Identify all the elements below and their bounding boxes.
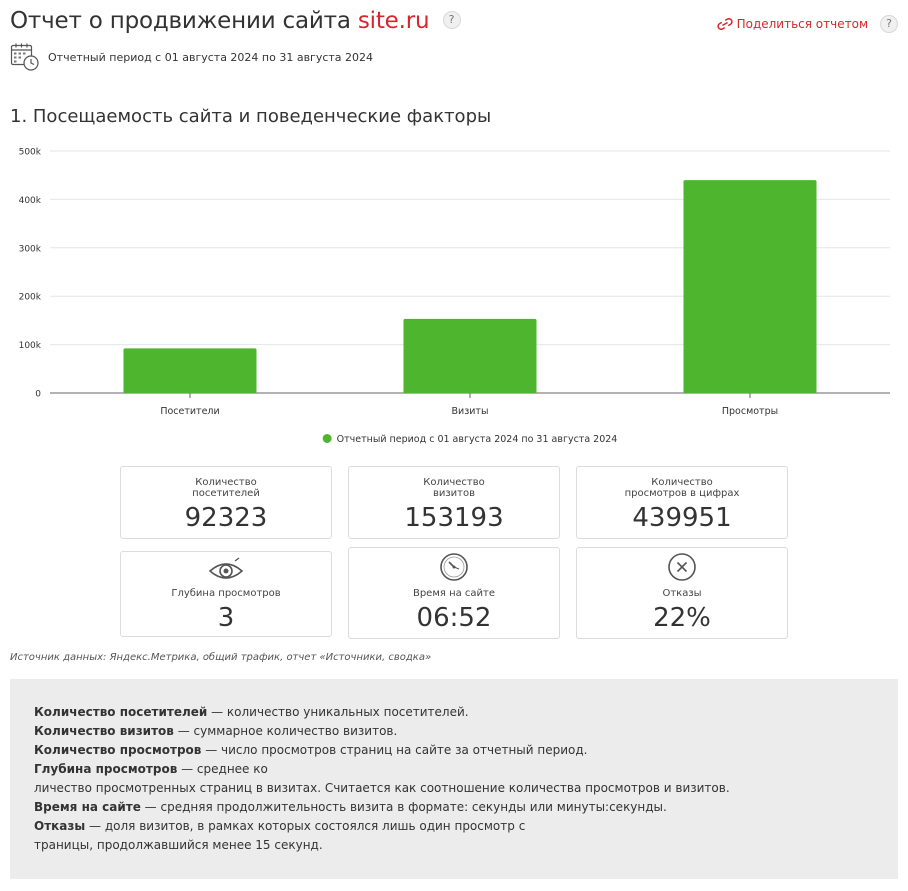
card-value: 92323 [184,503,268,533]
x-tick-label: Посетители [160,406,219,417]
card-label: Отказы [662,588,702,599]
y-tick-label: 0 [35,390,41,400]
card-label: Количество просмотров в цифрах [624,477,740,499]
x-tick-label: Визиты [452,406,489,417]
bar-2[interactable] [403,318,537,393]
card-label: Количество визитов [423,477,485,499]
close-circle-icon [668,553,696,581]
y-tick-label: 100k [19,341,42,351]
traffic-bar-chart: 0 100k 200k 300k 400k 500k Посетители Визиты Про… [19,148,890,445]
glossary-item: Время на сайте — средняя продолжительнос… [34,800,667,814]
glossary-panel: Количество посетителей — количество уник… [10,679,898,879]
data-source-note: Источник данных: Яндекс.Метрика, общий т… [10,652,432,663]
y-tick-label: 200k [19,293,42,303]
eye-icon [208,557,244,579]
glossary-item: Глубина просмотров — среднее ко личество … [34,762,730,795]
legend-marker[interactable] [322,434,332,443]
card-value: 3 [217,603,235,633]
glossary-item: Количество посетителей — количество уник… [34,705,469,719]
share-report-label[interactable]: Поделиться отчетом [736,17,868,31]
bar-1[interactable] [123,348,257,393]
link-icon [716,18,733,30]
share-help-icon[interactable]: ? [880,15,898,33]
card-visits: Количество визитов 153193 [348,466,560,539]
card-label: Время на сайте [412,588,496,599]
site-name[interactable]: site.ru [357,8,430,34]
page-title: Отчет о продвижении сайта site.ru ? [10,8,461,34]
card-value: 06:52 [416,603,492,633]
card-visitors: Количество посетителей 92323 [120,466,332,539]
card-label: Глубина просмотров [171,588,281,599]
x-tick-label: Просмотры [722,406,778,417]
card-pageviews: Количество просмотров в цифрах 439951 [576,466,788,539]
page-title-text: Отчет о продвижении сайта [10,8,351,34]
card-bounce-rate: Отказы 22% [576,547,788,639]
section-title: 1. Посещаемость сайта и поведенческие фа… [10,106,492,127]
card-value: 439951 [632,503,732,533]
glossary-item: Отказы — доля визитов, в рамках которых … [34,819,526,852]
y-tick-label: 500k [19,148,42,158]
card-value: 22% [653,603,711,633]
report-period: Отчетный период с 01 августа 2024 по 31 … [10,42,373,72]
calendar-clock-icon [10,43,39,71]
share-report-link[interactable]: Поделиться отчетом ? [716,15,898,33]
clock-icon [440,553,468,581]
glossary-item: Количество визитов — суммарное количеств… [34,724,398,738]
report-period-text: Отчетный период с 01 августа 2024 по 31 … [48,50,374,64]
card-time-on-site: Время на сайте 06:52 [348,547,560,639]
legend-label[interactable]: Отчетный период с 01 августа 2024 по 31 … [337,434,618,445]
card-depth: Глубина просмотров 3 [120,551,332,637]
title-help-icon[interactable]: ? [442,10,461,29]
bar-3[interactable] [683,180,817,393]
glossary-item: Количество просмотров — число просмотров… [34,743,588,757]
y-tick-label: 400k [19,196,42,206]
card-label: Количество посетителей [192,477,260,499]
card-value: 153193 [404,503,504,533]
y-tick-label: 300k [19,244,42,254]
